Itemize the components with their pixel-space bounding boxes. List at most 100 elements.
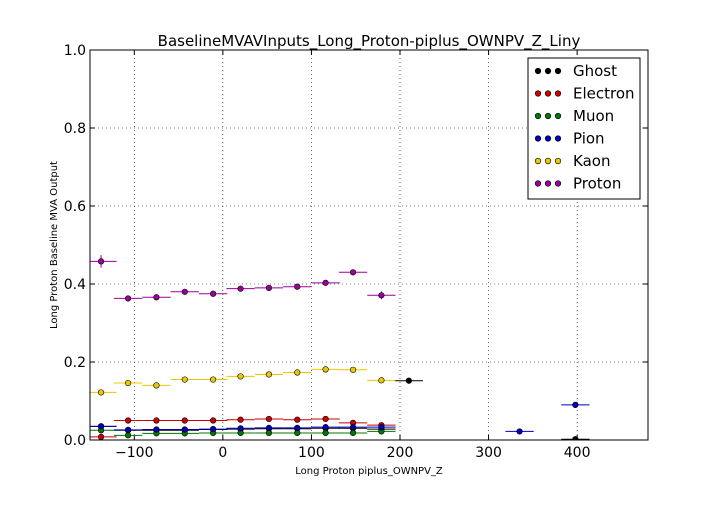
legend-marker-pion (544, 135, 552, 142)
proton-point (210, 290, 217, 297)
muon-point (265, 429, 273, 437)
legend-marker-electron (544, 90, 552, 97)
pion-point (378, 424, 385, 431)
x-tick-label: 300 (475, 445, 502, 461)
legend-marker-pion (554, 135, 562, 142)
proton-point (349, 269, 357, 276)
legend-label-proton: Proton (573, 175, 621, 193)
kaon-point (237, 373, 244, 380)
data-clip-group (90, 255, 590, 440)
legend-marker-ghost (554, 67, 562, 75)
pion-point (294, 424, 301, 432)
proton-point (322, 279, 329, 286)
y-tick-label: 1.0 (64, 43, 86, 59)
y-axis-label: Long Proton Baseline MVA Output (49, 161, 60, 329)
muon-point (349, 429, 357, 437)
pion-point (265, 424, 273, 432)
electron-point (237, 416, 244, 423)
legend-label-pion: Pion (573, 130, 605, 148)
kaon-point (210, 376, 217, 383)
legend-marker-ghost (544, 67, 552, 75)
kaon-point (265, 371, 273, 378)
electron-point (322, 415, 329, 423)
ghost-point (405, 377, 412, 384)
y-tick-label: 0.0 (64, 433, 86, 449)
legend-marker-electron (554, 90, 562, 97)
x-tick-label: −100 (115, 445, 153, 461)
x-tick-label: 400 (564, 445, 591, 461)
legend-marker-kaon (544, 157, 552, 165)
kaon-point (124, 379, 132, 387)
legend-label-kaon: Kaon (573, 152, 610, 170)
pion-point (572, 401, 579, 409)
series-kaon (90, 366, 396, 396)
legend-marker-proton (534, 180, 542, 187)
proton-point (97, 258, 105, 265)
x-tick-label: 100 (298, 445, 325, 461)
kaon-point (97, 389, 105, 396)
plot-frame (89, 49, 649, 441)
axis-ticks: −100 0 100 200 300 400 0.0 0.2 0.4 0.6 0.8 1.0 (64, 43, 648, 461)
electron-point (97, 433, 105, 440)
legend-marker-kaon (534, 157, 542, 165)
kaon-point (153, 382, 160, 389)
electron-point (265, 415, 273, 423)
pion-point (124, 426, 132, 433)
electron-point (181, 417, 188, 424)
muon-point (124, 432, 132, 439)
proton-point (124, 295, 132, 302)
pion-point (210, 425, 217, 433)
pion-point (97, 423, 105, 430)
chart-title: BaselineMVAVInputs_Long_Proton-piplus_OW… (158, 32, 581, 51)
legend-marker-proton (554, 180, 562, 187)
legend-label-electron: Electron (573, 85, 635, 103)
x-tick-label: 200 (387, 445, 414, 461)
proton-point (181, 288, 188, 295)
pion-point (322, 424, 329, 431)
proton-point (237, 285, 244, 292)
kaon-point (181, 376, 188, 383)
legend-marker-muon (534, 112, 542, 120)
kaon-point (378, 377, 385, 384)
y-tick-label: 0.4 (64, 277, 86, 293)
x-tick-label: 0 (218, 445, 227, 461)
y-tick-label: 0.2 (64, 355, 86, 371)
legend-label-muon: Muon (573, 107, 614, 125)
series-proton (90, 255, 396, 302)
pion-point (349, 424, 357, 431)
electron-point (294, 416, 301, 423)
data-points (90, 255, 590, 440)
proton-point (378, 292, 385, 299)
legend-label-ghost: Ghost (573, 62, 617, 80)
proton-point (294, 283, 301, 290)
pion-point (237, 425, 244, 432)
kaon-point (294, 369, 301, 376)
y-tick-label: 0.8 (64, 121, 86, 137)
proton-point (265, 284, 273, 292)
electron-point (124, 417, 132, 424)
kaon-point (349, 366, 357, 373)
muon-point (294, 429, 301, 437)
legend-marker-muon (554, 112, 562, 120)
x-axis-label: Long Proton piplus_OWNPV_Z (295, 466, 443, 477)
legend-box (527, 57, 641, 200)
pion-point (153, 426, 160, 433)
legend-marker-ghost (534, 67, 542, 75)
legend-marker-electron (534, 90, 542, 97)
pion-point (516, 428, 523, 435)
proton-point (153, 294, 160, 301)
legend: Ghost Electron Muon Pion Kaon Proton (527, 57, 641, 200)
series-pion (90, 401, 590, 435)
ghost-point (572, 436, 579, 440)
y-tick-label: 0.6 (64, 199, 86, 215)
electron-point (153, 417, 160, 424)
electron-point (210, 417, 217, 424)
legend-marker-muon (544, 112, 552, 120)
pion-point (181, 426, 188, 433)
kaon-point (322, 366, 329, 373)
muon-point (322, 429, 329, 437)
legend-marker-kaon (554, 157, 562, 165)
legend-marker-proton (544, 180, 552, 187)
